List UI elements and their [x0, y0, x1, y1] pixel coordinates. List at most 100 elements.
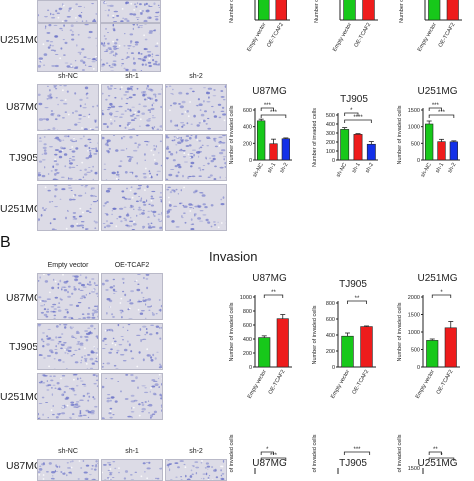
significance-label: ** — [433, 447, 438, 453]
x-tick-label: sh-1 — [351, 162, 362, 174]
y-axis-label: Number of invaded cells — [312, 108, 318, 167]
bar — [363, 0, 375, 20]
y-tick-label: 0 — [249, 158, 252, 164]
significance-label: *** — [270, 110, 278, 116]
y-tick-label: 400 — [326, 122, 335, 128]
bar — [367, 144, 375, 160]
x-tick-label: Empty vector — [415, 369, 436, 400]
y-tick-label: 0 — [417, 158, 420, 164]
y-tick-label: 800 — [326, 301, 335, 307]
bar — [354, 134, 362, 160]
chart-title: U87MG — [252, 458, 287, 469]
x-tick-label: OE-TCAF2 — [268, 369, 287, 396]
y-tick-label: 500 — [326, 113, 335, 119]
x-tick-label: OE-TCAF2 — [351, 369, 370, 396]
y-tick-label: 200 — [326, 140, 335, 146]
bar — [276, 0, 287, 20]
bar — [427, 340, 438, 367]
chart-title: TJ905 — [339, 279, 367, 290]
chart-title: TJ905 — [340, 94, 368, 105]
bar — [282, 139, 290, 160]
stained-cell — [221, 478, 224, 480]
stained-cell — [124, 477, 126, 479]
significance-label: *** — [264, 103, 272, 109]
y-axis-label: Number of invaded cells — [397, 434, 403, 474]
chart-title: U87MG — [252, 86, 287, 97]
y-tick-label: 0 — [417, 365, 420, 371]
membrane-pore — [38, 474, 40, 476]
x-tick-label: sh-NC — [335, 162, 348, 179]
x-tick-label: sh-1 — [435, 162, 446, 174]
stained-cell — [130, 474, 133, 475]
bar — [447, 0, 458, 20]
y-tick-label: 1500 — [408, 108, 420, 114]
x-tick-label: OE-TCAF2 — [436, 369, 455, 396]
membrane-pore — [108, 478, 110, 480]
y-axis-label: Number of invaded cells — [397, 302, 403, 361]
stained-cell — [157, 478, 160, 480]
y-tick-label: 200 — [326, 349, 335, 355]
chart-title: U87MG — [252, 273, 287, 284]
stained-cell — [203, 478, 205, 480]
y-tick-label: 1000 — [240, 295, 252, 301]
bar — [258, 0, 269, 20]
y-tick-label: 400 — [326, 333, 335, 339]
y-tick-label: 400 — [243, 125, 252, 131]
y-tick-label: 1500 — [408, 466, 420, 472]
y-tick-label: 500 — [411, 141, 420, 147]
membrane-pore — [43, 478, 45, 480]
membrane-pore — [43, 474, 45, 476]
x-tick-label: Empty vector — [247, 369, 268, 400]
significance-label: *** — [353, 447, 361, 453]
stained-cell — [51, 478, 55, 480]
y-tick-label: 200 — [243, 351, 252, 357]
y-tick-label: 200 — [243, 141, 252, 147]
bar — [277, 319, 288, 367]
stained-cell — [52, 475, 54, 476]
bar — [425, 124, 433, 160]
y-tick-label: 600 — [243, 323, 252, 329]
chart-title: TJ905 — [339, 458, 367, 469]
y-tick-label: 800 — [243, 309, 252, 315]
stained-cell — [66, 474, 67, 476]
y-tick-label: 1000 — [408, 125, 420, 131]
chart-title: U251MG — [417, 273, 457, 284]
membrane-pore — [208, 479, 210, 481]
stained-cell — [201, 478, 202, 479]
y-tick-label: 300 — [326, 131, 335, 137]
stained-cell — [93, 479, 96, 480]
y-axis-label: Number of — [229, 0, 235, 23]
y-tick-label: 0 — [332, 158, 335, 164]
stained-cell — [216, 476, 218, 478]
x-tick-label: OE-TCAF2 — [266, 22, 285, 49]
bar — [429, 0, 440, 20]
y-tick-label: 1500 — [408, 313, 420, 319]
y-tick-label: 0 — [332, 365, 335, 371]
y-tick-label: 500 — [411, 348, 420, 354]
y-tick-label: 600 — [243, 108, 252, 114]
bar — [342, 336, 354, 367]
bar — [257, 121, 265, 160]
stained-cell — [190, 475, 191, 476]
x-tick-label: Empty vector — [417, 22, 438, 53]
stained-cell — [175, 477, 177, 478]
x-tick-label: sh-2 — [365, 162, 376, 174]
significance-label: ** — [271, 290, 276, 296]
bar — [438, 142, 446, 160]
significance-label: *** — [432, 103, 440, 109]
y-tick-label: 1000 — [408, 330, 420, 336]
y-axis-label: Number of — [314, 0, 320, 23]
stained-cell — [85, 478, 89, 480]
y-axis-label: Number of invaded cells — [229, 105, 235, 164]
significance-label: ** — [355, 296, 360, 302]
y-axis-label: Number of invaded cells — [229, 302, 235, 361]
bar — [450, 142, 458, 160]
stained-cell — [185, 475, 187, 478]
y-axis-label: Number of invaded cells — [312, 434, 318, 474]
x-tick-label: Empty vector — [330, 369, 351, 400]
x-tick-label: sh-1 — [267, 162, 278, 174]
bar — [341, 129, 349, 160]
membrane-pore — [146, 477, 148, 479]
bar — [445, 328, 456, 367]
bar — [270, 144, 278, 160]
